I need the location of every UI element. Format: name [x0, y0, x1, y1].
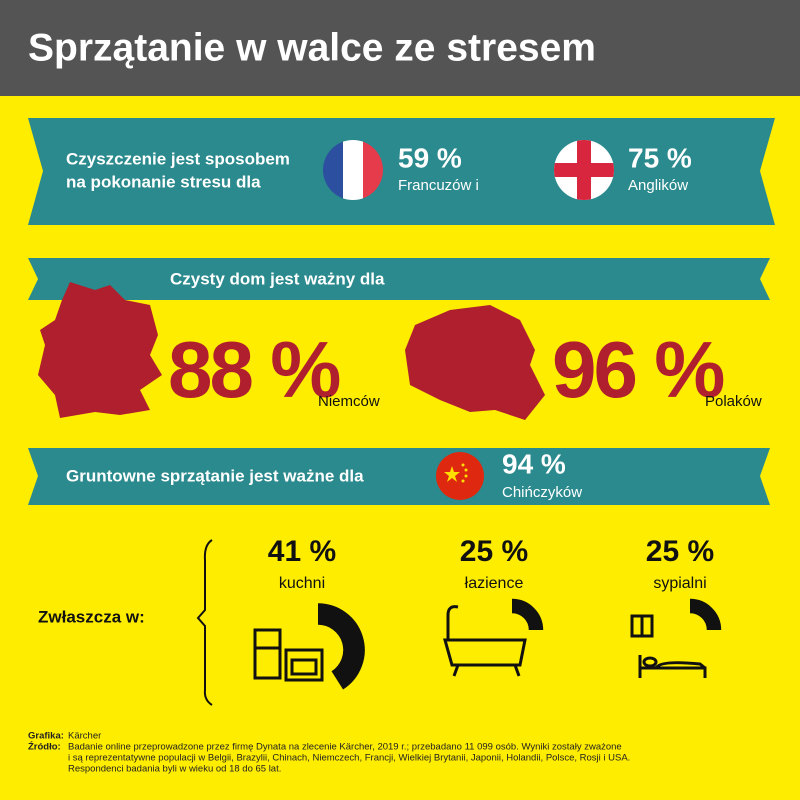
- band-text: na pokonanie stresu dla: [66, 172, 261, 191]
- percent-label: Niemców: [318, 393, 380, 410]
- footer-text: Kärcher: [68, 731, 101, 742]
- donut-arc: [511, 598, 544, 631]
- donut-arc: [689, 598, 722, 631]
- map-poland: [405, 305, 545, 420]
- percent-label: Anglików: [628, 177, 688, 194]
- donut-arc: [317, 603, 365, 690]
- band-text: Czyszczenie jest sposobem: [66, 149, 290, 168]
- footer-label: Źródło:: [28, 742, 61, 753]
- percent-label: Polaków: [705, 393, 762, 410]
- room-percent: 25 %: [460, 535, 528, 568]
- room-name: sypialni: [653, 575, 706, 592]
- bracket: [196, 539, 213, 706]
- footer-label: Grafika:: [28, 731, 64, 742]
- flag-england: [554, 140, 614, 200]
- percent-label: Chińczyków: [502, 484, 582, 501]
- band: [28, 258, 770, 300]
- room-name: łazience: [465, 575, 524, 592]
- band: [28, 448, 770, 505]
- icon-bath: [443, 605, 527, 677]
- room-percent: 41 %: [268, 535, 336, 568]
- icon-bedroom: [630, 614, 707, 678]
- title: Sprzątanie w walce ze stresem: [28, 26, 596, 69]
- percent: 59 %: [398, 142, 462, 173]
- rooms-label: Zwłaszcza w:: [38, 607, 145, 626]
- footer-text: i są reprezentatywne populacji w Belgii,…: [68, 753, 630, 764]
- percent-label: Francuzów i: [398, 177, 479, 194]
- room-name: kuchni: [279, 575, 325, 592]
- map-germany: [38, 282, 162, 418]
- footer-text: Badanie online przeprowadzone przez firm…: [68, 742, 622, 753]
- percent: 75 %: [628, 142, 692, 173]
- flag-china: [436, 452, 484, 500]
- flag-france: [323, 140, 383, 200]
- big-percent: 88 %: [168, 325, 340, 414]
- band-text: Gruntowne sprzątanie jest ważne dla: [66, 466, 364, 485]
- header-bar: [0, 0, 800, 96]
- percent: 94 %: [502, 448, 566, 479]
- footer-text: Respondenci badania byli w wieku od 18 d…: [68, 764, 281, 775]
- big-percent: 96 %: [552, 325, 724, 414]
- room-percent: 25 %: [646, 535, 714, 568]
- icon-kitchen: [253, 628, 324, 682]
- band-text: Czysty dom jest ważny dla: [170, 269, 385, 288]
